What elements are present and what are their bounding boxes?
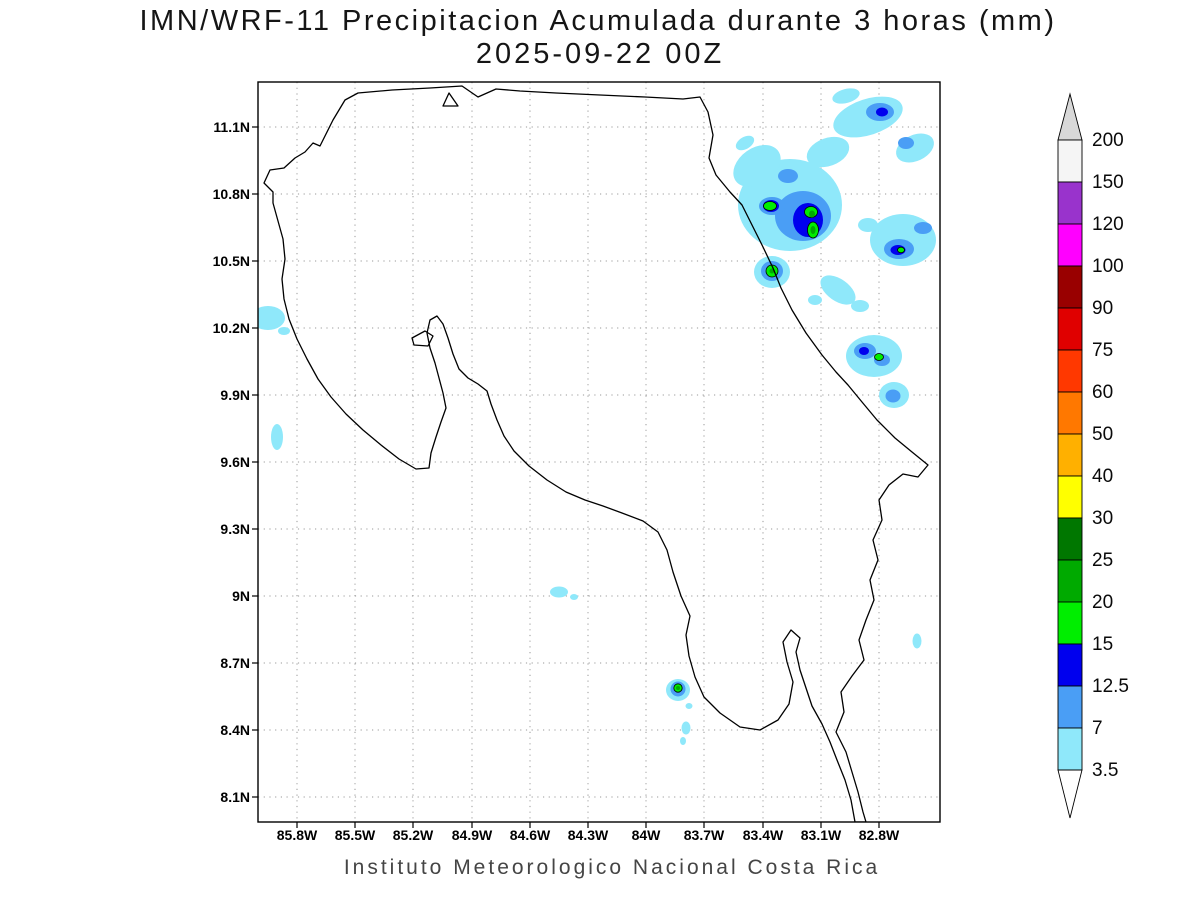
lon-tick-label: 84.6W — [510, 827, 551, 843]
lat-tick-label: 9.6N — [220, 454, 250, 470]
colorbar-tick-label: 120 — [1092, 214, 1124, 235]
lat-tick-label: 10.5N — [213, 253, 250, 269]
lat-tick-label: 8.4N — [220, 722, 250, 738]
colorbar-segment — [1057, 559, 1083, 603]
precipitation-layer — [258, 88, 936, 745]
precip-cell — [550, 586, 578, 600]
colorbar-tick-label: 100 — [1092, 256, 1124, 277]
colorbar-segment — [1057, 139, 1083, 183]
lon-axis-labels: 85.8W 85.5W 85.2W 84.9W 84.6W 84.3W 84W … — [277, 827, 900, 843]
colorbar-tick-label: 30 — [1092, 508, 1113, 529]
colorbar-tick-label: 7 — [1092, 718, 1103, 739]
colorbar-segment — [1057, 517, 1083, 561]
colorbar-tick-label: 20 — [1092, 592, 1113, 613]
colorbar-tick-label: 75 — [1092, 340, 1113, 361]
precip-cell — [680, 721, 691, 745]
colorbar-tick-label: 90 — [1092, 298, 1113, 319]
colorbar-segment — [1057, 307, 1083, 351]
precip-cell — [258, 306, 290, 335]
colorbar-tick-label: 60 — [1092, 382, 1113, 403]
coastline — [263, 85, 929, 822]
lon-tick-label: 85.2W — [393, 827, 434, 843]
colorbar-tick-label: 50 — [1092, 424, 1113, 445]
colorbar-tick-label: 200 — [1092, 130, 1124, 151]
lon-tick-label: 82.8W — [859, 827, 900, 843]
colorbar-segment — [1057, 475, 1083, 519]
islet-outline — [442, 92, 459, 107]
colorbar-tick-label: 3.5 — [1092, 760, 1118, 781]
colorbar-segment — [1057, 727, 1083, 771]
precip-cell — [832, 88, 934, 163]
lon-tick-label: 84W — [632, 827, 662, 843]
lat-tick-label: 10.8N — [213, 186, 250, 202]
colorbar-tick-label: 12.5 — [1092, 676, 1129, 697]
lat-tick-label: 11.1N — [213, 119, 250, 135]
colorbar-segment — [1057, 601, 1083, 645]
precip-cell — [846, 335, 902, 377]
colorbar-segment — [1057, 265, 1083, 309]
lon-tick-label: 85.8W — [277, 827, 318, 843]
caption: Instituto Meteorologico Nacional Costa R… — [344, 856, 880, 879]
colorbar-tick-label: 15 — [1092, 634, 1113, 655]
colorbar-arrow-top — [1057, 92, 1083, 141]
colorbar-tick-label: 25 — [1092, 550, 1113, 571]
lat-tick-label: 10.2N — [213, 320, 250, 336]
page-title: IMN/WRF-11 Precipitacion Acumulada duran… — [139, 5, 1056, 37]
colorbar-arrow-bottom — [1057, 769, 1083, 819]
precip-cell — [808, 275, 869, 312]
colorbar-segment — [1057, 643, 1083, 687]
precip-cell — [754, 256, 790, 288]
precip-cell — [666, 679, 693, 709]
colorbar-labels: 200 150 120 100 90 75 60 50 40 30 25 20 … — [1092, 130, 1129, 781]
lat-axis-labels: 11.1N 10.8N 10.5N 10.2N 9.9N 9.6N 9.3N 9… — [213, 119, 250, 805]
lat-tick-label: 9.9N — [220, 387, 250, 403]
page-subtitle: 2025-09-22 00Z — [476, 38, 724, 70]
lat-tick-label: 9.3N — [220, 521, 250, 537]
lon-tick-label: 83.4W — [743, 827, 784, 843]
colorbar-segment — [1057, 391, 1083, 435]
precip-cell — [858, 214, 936, 266]
colorbar-segment — [1057, 433, 1083, 477]
lat-tick-label: 8.1N — [220, 789, 250, 805]
island-outline — [411, 330, 434, 347]
axis-tickmarks — [252, 126, 880, 828]
lat-tick-label: 9N — [232, 588, 250, 604]
colorbar-segment — [1057, 685, 1083, 729]
lon-tick-label: 83.1W — [801, 827, 842, 843]
colorbar-segment — [1057, 223, 1083, 267]
precip-cell — [733, 135, 850, 251]
lon-tick-label: 85.5W — [335, 827, 376, 843]
precip-cell — [879, 382, 909, 408]
colorbar-segment — [1057, 181, 1083, 225]
graticule-grid — [258, 82, 940, 822]
colorbar-tick-label: 150 — [1092, 172, 1124, 193]
precip-cell — [271, 424, 283, 450]
lon-tick-label: 83.7W — [684, 827, 725, 843]
colorbar-tick-label: 40 — [1092, 466, 1113, 487]
precip-cell — [912, 633, 922, 649]
colorbar — [1057, 92, 1083, 819]
colorbar-segment — [1057, 349, 1083, 393]
lat-tick-label: 8.7N — [220, 655, 250, 671]
lon-tick-label: 84.9W — [452, 827, 493, 843]
map-frame — [257, 81, 941, 823]
lon-tick-label: 84.3W — [568, 827, 609, 843]
